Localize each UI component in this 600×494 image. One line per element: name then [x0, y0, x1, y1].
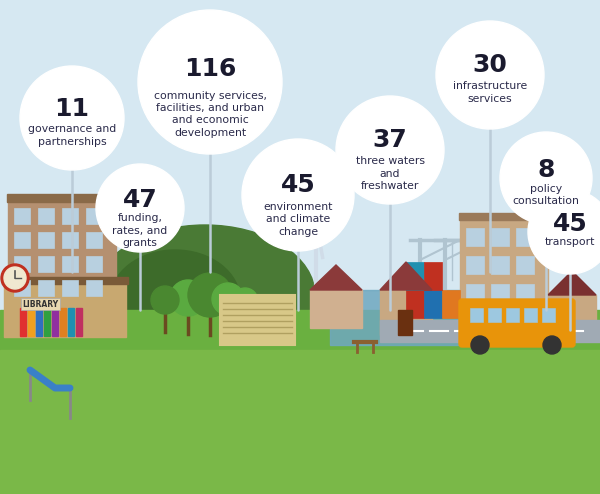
- Text: environment
and climate
change: environment and climate change: [263, 202, 332, 237]
- Circle shape: [543, 336, 561, 354]
- Bar: [542, 308, 555, 322]
- Text: 11: 11: [55, 97, 89, 121]
- Text: 8: 8: [538, 158, 554, 182]
- Bar: [380, 290, 432, 335]
- Circle shape: [471, 336, 489, 354]
- Bar: [406, 262, 424, 290]
- Circle shape: [336, 96, 444, 204]
- Bar: [488, 308, 501, 322]
- Bar: [14, 208, 30, 224]
- Bar: [86, 256, 102, 272]
- Bar: [406, 290, 424, 318]
- Text: 116: 116: [184, 57, 236, 81]
- Bar: [2, 277, 128, 284]
- Bar: [28, 308, 34, 336]
- Text: 45: 45: [281, 173, 316, 197]
- Polygon shape: [380, 262, 432, 290]
- Bar: [442, 290, 460, 318]
- Text: governance and
partnerships: governance and partnerships: [28, 124, 116, 147]
- Bar: [62, 232, 78, 248]
- Bar: [466, 256, 484, 274]
- Text: community services,
facilities, and urban
and economic
development: community services, facilities, and urba…: [154, 90, 266, 138]
- Bar: [491, 256, 509, 274]
- Text: 45: 45: [553, 212, 587, 237]
- Text: three waters
and
freshwater: three waters and freshwater: [355, 157, 425, 191]
- Bar: [62, 208, 78, 224]
- Circle shape: [20, 66, 124, 170]
- Bar: [76, 308, 82, 336]
- Bar: [310, 290, 362, 328]
- Circle shape: [500, 132, 592, 224]
- Bar: [14, 280, 30, 296]
- Bar: [60, 308, 66, 336]
- Circle shape: [170, 280, 206, 316]
- Bar: [516, 284, 534, 302]
- Text: infrastructure
services: infrastructure services: [453, 82, 527, 104]
- Text: transport: transport: [545, 237, 595, 247]
- Bar: [466, 284, 484, 302]
- Bar: [424, 290, 442, 318]
- Bar: [14, 256, 30, 272]
- Bar: [86, 232, 102, 248]
- Bar: [398, 310, 412, 335]
- Polygon shape: [310, 265, 362, 290]
- Bar: [0, 310, 600, 494]
- Bar: [7, 194, 117, 202]
- Bar: [62, 256, 78, 272]
- Bar: [506, 308, 519, 322]
- Circle shape: [212, 283, 244, 315]
- Bar: [44, 308, 50, 336]
- Bar: [8, 200, 116, 315]
- Circle shape: [232, 288, 258, 314]
- FancyBboxPatch shape: [459, 299, 575, 347]
- Bar: [466, 228, 484, 246]
- Bar: [36, 308, 42, 336]
- Bar: [330, 290, 540, 345]
- Circle shape: [1, 264, 29, 292]
- Text: 30: 30: [473, 53, 508, 77]
- Bar: [0, 350, 600, 494]
- Bar: [459, 213, 549, 220]
- Circle shape: [242, 139, 354, 251]
- Text: 47: 47: [122, 188, 157, 212]
- Bar: [548, 295, 596, 335]
- Bar: [20, 308, 26, 336]
- Circle shape: [4, 267, 26, 289]
- Text: funding,
rates, and
grants: funding, rates, and grants: [112, 213, 167, 248]
- Circle shape: [188, 273, 232, 317]
- Bar: [38, 280, 54, 296]
- Bar: [524, 308, 537, 322]
- Bar: [491, 284, 509, 302]
- Circle shape: [528, 190, 600, 274]
- Polygon shape: [548, 271, 596, 295]
- Bar: [68, 308, 74, 336]
- Bar: [516, 228, 534, 246]
- Circle shape: [96, 164, 184, 252]
- Bar: [424, 262, 442, 290]
- Text: policy
consultation: policy consultation: [512, 183, 580, 206]
- Text: 37: 37: [373, 128, 407, 152]
- Text: LIBRARY: LIBRARY: [22, 299, 58, 308]
- Bar: [62, 280, 78, 296]
- Bar: [52, 308, 58, 336]
- Circle shape: [436, 21, 544, 129]
- Bar: [38, 232, 54, 248]
- Bar: [516, 256, 534, 274]
- Bar: [220, 295, 295, 345]
- Bar: [38, 256, 54, 272]
- Ellipse shape: [95, 225, 315, 365]
- Bar: [14, 232, 30, 248]
- Circle shape: [138, 10, 282, 154]
- Bar: [4, 282, 126, 337]
- Bar: [38, 208, 54, 224]
- Bar: [86, 280, 102, 296]
- Ellipse shape: [110, 250, 240, 350]
- Circle shape: [151, 286, 179, 314]
- Bar: [491, 228, 509, 246]
- Bar: [380, 320, 600, 342]
- Bar: [86, 208, 102, 224]
- Bar: [460, 218, 548, 318]
- Bar: [470, 308, 483, 322]
